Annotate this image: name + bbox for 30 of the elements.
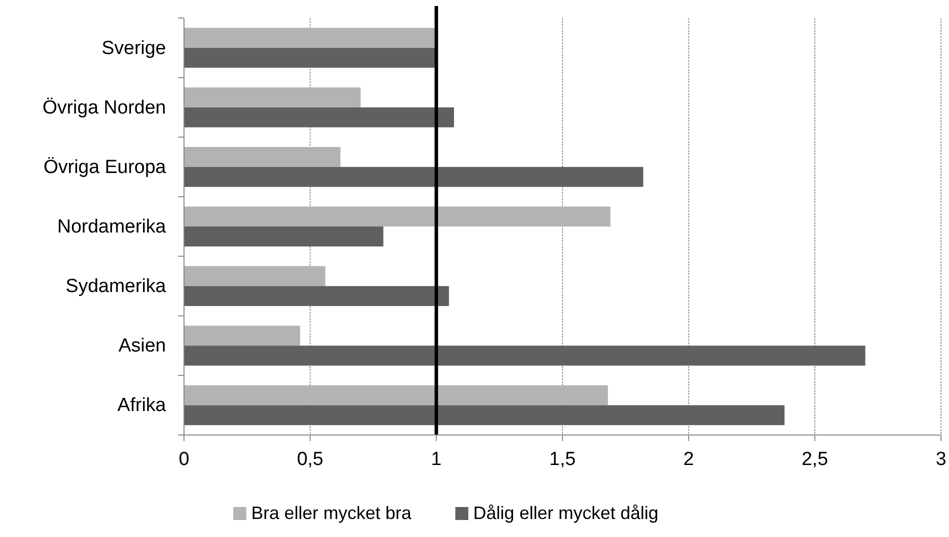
bar: [184, 226, 384, 246]
x-tick-label: 3: [936, 449, 946, 470]
y-tick-label: Övriga Norden: [42, 97, 166, 118]
y-tick-label: Afrika: [117, 395, 166, 416]
y-tick-label: Asien: [118, 336, 166, 357]
legend-label: Bra eller mycket bra: [251, 503, 412, 523]
y-tick-label: Sverige: [102, 38, 166, 59]
x-tick-label: 1,5: [549, 449, 576, 470]
x-tick-label: 2: [683, 449, 694, 470]
bar: [184, 385, 608, 406]
bar: [184, 166, 644, 187]
bar: [184, 286, 449, 306]
bar: [184, 346, 866, 366]
y-tick-label: Övriga Europa: [43, 156, 166, 178]
y-tick-label: Sydamerika: [66, 276, 166, 298]
bar: [184, 266, 326, 286]
y-tick-label: Nordamerika: [57, 216, 166, 238]
bar: [184, 326, 300, 346]
bar: [184, 107, 454, 128]
x-tick-label: 0: [178, 449, 190, 470]
legend-label: Dålig eller mycket dålig: [473, 503, 658, 523]
x-tick-label: 1: [431, 449, 442, 470]
bar: [184, 28, 436, 48]
bar: [184, 405, 785, 426]
x-tick-label: 2,5: [802, 449, 828, 470]
bar: [184, 48, 436, 68]
bar: [184, 87, 361, 108]
bar: [184, 206, 610, 226]
x-tick-label: 0,5: [296, 449, 324, 470]
bar: [184, 146, 340, 167]
